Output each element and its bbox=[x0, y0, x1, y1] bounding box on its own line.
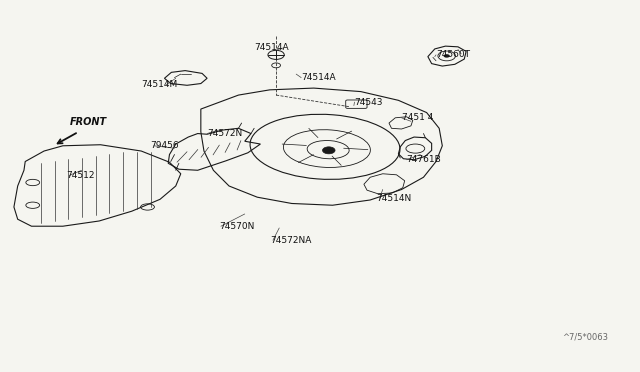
Text: 74572NA: 74572NA bbox=[270, 236, 311, 245]
Text: 74512: 74512 bbox=[66, 171, 95, 180]
Text: 74572N: 74572N bbox=[207, 129, 243, 138]
Circle shape bbox=[444, 54, 450, 58]
Text: 74514A: 74514A bbox=[254, 44, 289, 52]
Text: 79456: 79456 bbox=[150, 141, 179, 150]
Text: 74514N: 74514N bbox=[376, 194, 412, 203]
Text: 7451 4: 7451 4 bbox=[401, 113, 433, 122]
Text: ^7/5*0063: ^7/5*0063 bbox=[563, 333, 609, 341]
Text: 74570N: 74570N bbox=[220, 222, 255, 231]
Circle shape bbox=[323, 147, 335, 154]
Text: 74761B: 74761B bbox=[406, 155, 442, 164]
Text: FRONT: FRONT bbox=[69, 116, 106, 126]
Text: 74543: 74543 bbox=[355, 97, 383, 106]
Text: 74514M: 74514M bbox=[141, 80, 177, 89]
Text: 74514A: 74514A bbox=[301, 73, 336, 82]
Text: 74560T: 74560T bbox=[436, 50, 470, 60]
